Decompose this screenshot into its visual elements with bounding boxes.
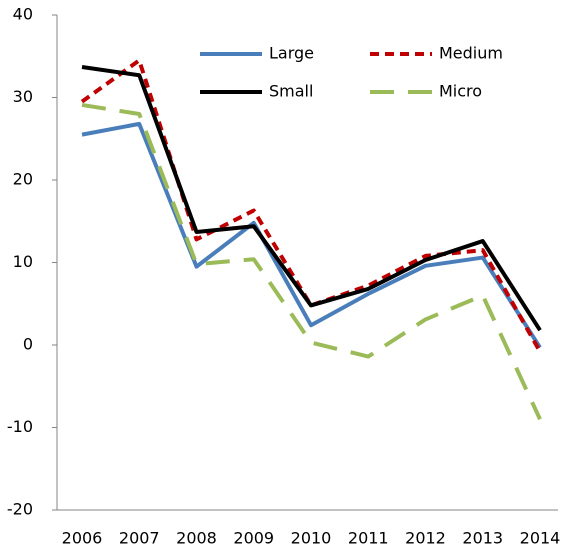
- y-tick-label: 10: [13, 252, 33, 271]
- x-tick-label: 2010: [291, 529, 332, 548]
- series-line: [81, 121, 542, 349]
- y-tick-label: -20: [7, 500, 33, 519]
- y-tick-label: 0: [23, 335, 33, 354]
- legend-label: Medium: [439, 44, 503, 63]
- y-tick-label: -10: [7, 417, 33, 436]
- x-tick-label: 2009: [233, 529, 274, 548]
- legend-label: Large: [269, 44, 314, 63]
- y-tick-label: 20: [13, 170, 33, 189]
- y-tick-label: 40: [13, 5, 33, 24]
- x-tick-label: 2011: [348, 529, 389, 548]
- x-tick-label: 2012: [405, 529, 446, 548]
- series-line: [81, 64, 542, 332]
- x-tick-label: 2007: [119, 529, 160, 548]
- x-tick-label: 2014: [520, 529, 561, 548]
- x-tick-label: 2008: [176, 529, 217, 548]
- series-line: [81, 102, 542, 421]
- legend-label: Small: [269, 82, 313, 101]
- x-tick-label: 2013: [462, 529, 503, 548]
- x-tick-label: 2006: [62, 529, 103, 548]
- y-tick-label: 30: [13, 87, 33, 106]
- legend-label: Micro: [439, 82, 482, 101]
